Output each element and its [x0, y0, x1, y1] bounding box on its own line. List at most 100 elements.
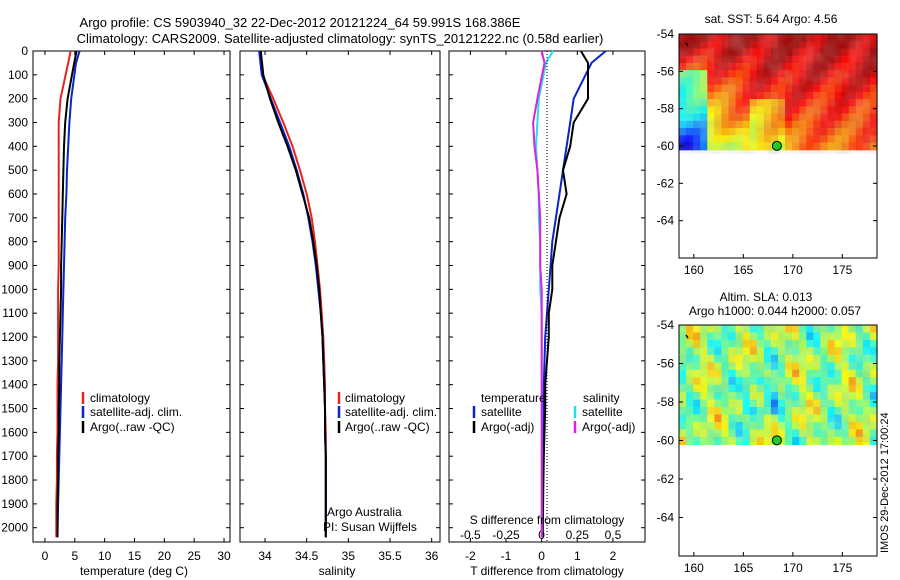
depth-tick-label: 200 [8, 92, 28, 106]
depth-tick-label: 1000 [1, 282, 28, 296]
map-x-tick-label: 165 [733, 561, 753, 575]
legend-label-t-satellite: satellite [481, 405, 522, 419]
panel-depth-ticks [33, 50, 645, 529]
series-line-satellite-adj-clim [258, 50, 327, 538]
sla-map: 160 165 170 175 -54 -56 -58 -60 -62 -64 [657, 318, 878, 575]
depth-tick-label: 800 [8, 235, 28, 249]
title-line-1: Argo profile: CS 5903940_32 22-Dec-2012 … [80, 15, 521, 30]
x-tick-label: 36 [425, 549, 439, 563]
map-y-tick-label: -54 [657, 318, 675, 332]
argo-float-marker [771, 140, 782, 151]
temperature-x-ticks: 0 5 10 15 20 25 30 [42, 51, 231, 563]
depth-axis: 0 100 200 300 400 500 600 700 800 900 1000 1100 1200… [1, 44, 28, 535]
footer-pi: PI: Susan Wijffels [323, 520, 417, 534]
depth-tick-label: 900 [8, 259, 28, 273]
map-tick-mark [685, 334, 689, 339]
depth-tick-label: 1300 [1, 354, 28, 368]
temperature-x-label: temperature (deg C) [80, 564, 188, 578]
depth-tick-label: 600 [8, 187, 28, 201]
legend-label-climatology: climatology [90, 391, 150, 405]
salinity-x-ticks: 34 34.5 35 35.5 36 [258, 51, 439, 563]
map-y-tick-label: -60 [657, 434, 675, 448]
s-tick-label: -0.25 [492, 528, 520, 542]
series-line-satellite-adj-clim [56, 50, 81, 538]
map-y-tick-label: -58 [657, 395, 675, 409]
x-tick-label: 35 [342, 549, 356, 563]
sst-map-axes: 160 165 170 175 -54 -56 -58 -60 -62 -64 [657, 27, 877, 277]
series-line-climatology [55, 50, 72, 538]
x-tick-label: 2 [610, 549, 617, 563]
sla-map-title-line-1: Altim. SLA: 0.013 [720, 290, 813, 304]
legend-label-s-satellite: satellite [582, 405, 623, 419]
salinity-panel-frame [239, 50, 441, 543]
temperature-legend: climatology satellite-adj. clim. Argo(..… [81, 391, 182, 434]
map-y-tick-label: -58 [657, 102, 675, 116]
s-tick-label: -0.5 [460, 528, 481, 542]
depth-tick-label: 400 [8, 139, 28, 153]
depth-tick-label: 1200 [1, 330, 28, 344]
x-tick-label: 0 [42, 549, 49, 563]
legend-label-satellite: satellite-adj. clim. [90, 405, 182, 419]
legend-label-t-argo: Argo(-adj) [481, 420, 534, 434]
depth-tick-label: 1700 [1, 449, 28, 463]
depth-tick-label: 1600 [1, 425, 28, 439]
legend-label-s-argo: Argo(-adj) [582, 420, 635, 434]
sst-map: 160 165 170 175 -54 -56 -58 -60 -62 -64 [657, 27, 878, 277]
series-line-argo-adj [532, 50, 546, 538]
x-tick-label: 15 [128, 549, 142, 563]
legend-label-argo: Argo(..raw -QC) [345, 420, 430, 434]
difference-x-label: T difference from climatology [470, 564, 624, 578]
map-x-tick-label: 175 [832, 561, 852, 575]
x-tick-label: 25 [188, 549, 202, 563]
depth-tick-label: 1800 [1, 473, 28, 487]
map-x-tick-label: 160 [684, 263, 704, 277]
map-y-tick-label: -60 [657, 139, 675, 153]
s-difference-label: S difference from climatology [470, 513, 625, 527]
x-tick-label: -2 [465, 549, 476, 563]
depth-tick-label: 1500 [1, 402, 28, 416]
footer-argo-australia: Argo Australia [327, 505, 402, 519]
sla-texture [679, 325, 877, 442]
legend-label-climatology: climatology [345, 391, 405, 405]
map-y-tick-label: -56 [657, 64, 675, 78]
salinity-legend: climatology satellite-adj. clim. Argo(..… [337, 391, 437, 434]
map-y-tick-label: -54 [657, 27, 675, 41]
map-y-tick-label: -64 [657, 511, 675, 525]
series-line-argo-adj [541, 50, 589, 538]
map-y-tick-label: -62 [657, 472, 675, 486]
s-tick-label: 0.5 [605, 528, 622, 542]
map-y-tick-label: -64 [657, 214, 675, 228]
map-x-tick-label: 170 [783, 263, 803, 277]
map-x-tick-label: 170 [783, 561, 803, 575]
legend-label-satellite: satellite-adj. clim. [345, 405, 437, 419]
depth-tick-label: 1900 [1, 497, 28, 511]
depth-tick-label: 300 [8, 116, 28, 130]
legend-title-salinity: salinity [583, 391, 620, 405]
series-line-argo-raw-qc [259, 50, 327, 538]
depth-tick-label: 2000 [1, 521, 28, 535]
sla-map-title-line-2: Argo h1000: 0.044 h2000: 0.057 [689, 304, 861, 318]
x-tick-label: 20 [158, 549, 172, 563]
map-tick-mark [685, 42, 689, 47]
x-tick-label: -1 [501, 549, 512, 563]
salinity-series [258, 50, 327, 538]
sst-texture [679, 34, 877, 154]
argo-float-marker [771, 435, 782, 446]
temperature-panel-frame [32, 50, 231, 543]
sst-map-title: sat. SST: 5.64 Argo: 4.56 [705, 12, 838, 26]
s-tick-label: 0.25 [566, 528, 590, 542]
imos-timestamp: IMOS 29-Dec-2012 17:00:24 [879, 412, 891, 553]
map-x-tick-label: 175 [832, 263, 852, 277]
x-tick-label: 34 [258, 549, 272, 563]
title-line-2: Climatology: CARS2009. Satellite-adjuste… [77, 31, 604, 46]
x-tick-label: 10 [98, 549, 112, 563]
depth-tick-label: 100 [8, 68, 28, 82]
salinity-x-label: salinity [319, 564, 356, 578]
temperature-series [55, 50, 81, 538]
sla-map-axes: 160 165 170 175 -54 -56 -58 -60 -62 -64 [657, 318, 877, 575]
series-line-argo-raw-qc [56, 50, 78, 538]
depth-tick-label: 1400 [1, 378, 28, 392]
depth-tick-label: 700 [8, 211, 28, 225]
x-tick-label: 35.5 [378, 549, 402, 563]
